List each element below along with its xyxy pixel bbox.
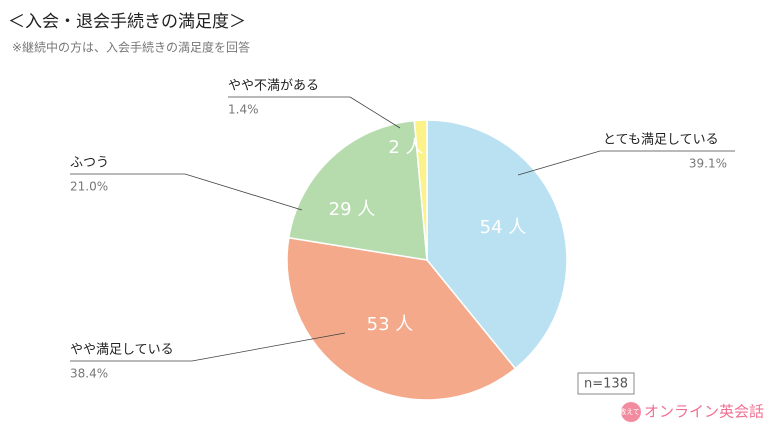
slice-count-label: 2 人 xyxy=(388,137,423,158)
brand-badge-bg xyxy=(621,402,641,422)
pie-slice xyxy=(413,119,428,261)
slice-count-label: 53 人 xyxy=(367,314,414,335)
pie-slice xyxy=(286,236,517,401)
leader-line xyxy=(184,173,303,211)
legend-label: やや不満がある xyxy=(228,79,319,94)
percent-label: 39.1% xyxy=(689,157,727,171)
chart-subtitle: ※継続中の方は、入会手続きの満足度を回答 xyxy=(12,40,250,55)
leader-line xyxy=(349,96,401,129)
leader-line xyxy=(517,150,601,176)
leader-line xyxy=(191,332,346,362)
chart-title: ＜入会・退会手続きの満足度＞ xyxy=(8,12,246,32)
brand-name: オンライン英会話 xyxy=(644,403,764,421)
slice-count-label: 54 人 xyxy=(480,217,527,238)
slice-count-label: 29 人 xyxy=(329,199,376,220)
percent-label: 1.4% xyxy=(228,103,259,117)
legend-label: ふつう xyxy=(70,156,109,171)
pie-slice xyxy=(426,119,568,370)
brand-badge: 教えて! xyxy=(619,407,642,416)
percent-label: 38.4% xyxy=(70,367,108,381)
percent-label: 21.0% xyxy=(70,180,108,194)
sample-size: n=138 xyxy=(584,377,628,392)
legend-label: とても満足している xyxy=(603,133,719,148)
sample-box xyxy=(577,372,635,395)
pie-slice xyxy=(287,119,428,261)
legend-label: やや満足している xyxy=(70,343,174,358)
